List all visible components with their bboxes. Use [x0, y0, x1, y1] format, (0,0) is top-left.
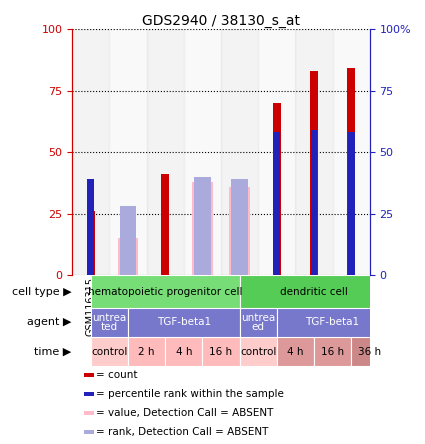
Bar — [84, 373, 94, 377]
Text: agent ▶: agent ▶ — [27, 317, 71, 327]
Text: = percentile rank within the sample: = percentile rank within the sample — [96, 389, 283, 399]
Title: GDS2940 / 38130_s_at: GDS2940 / 38130_s_at — [142, 14, 300, 28]
Bar — [165, 337, 202, 366]
Text: = value, Detection Call = ABSENT: = value, Detection Call = ABSENT — [96, 408, 273, 418]
Text: hematopoietic progenitor cell: hematopoietic progenitor cell — [88, 287, 243, 297]
Text: dendritic cell: dendritic cell — [280, 287, 348, 297]
Bar — [277, 308, 388, 337]
Text: 2 h: 2 h — [139, 347, 155, 357]
Text: cell type ▶: cell type ▶ — [12, 287, 71, 297]
Bar — [273, 103, 281, 275]
Text: TGF-beta1: TGF-beta1 — [157, 317, 211, 327]
Bar — [84, 430, 94, 434]
Bar — [91, 275, 240, 308]
Bar — [240, 337, 277, 366]
Bar — [72, 29, 109, 275]
Text: 36 h: 36 h — [358, 347, 381, 357]
Bar — [109, 29, 147, 275]
Bar — [118, 238, 138, 275]
Bar — [258, 29, 295, 275]
Bar — [240, 275, 388, 308]
Text: 16 h: 16 h — [210, 347, 232, 357]
Bar — [194, 177, 211, 275]
Text: untrea
ted: untrea ted — [92, 313, 127, 332]
Bar — [87, 211, 95, 275]
Text: 4 h: 4 h — [287, 347, 303, 357]
Bar — [128, 308, 240, 337]
Bar — [120, 206, 136, 275]
Bar — [147, 29, 184, 275]
Bar — [88, 179, 94, 275]
Text: 16 h: 16 h — [321, 347, 344, 357]
Bar — [314, 337, 351, 366]
Bar — [240, 308, 277, 337]
Text: time ▶: time ▶ — [34, 347, 71, 357]
Bar — [161, 174, 169, 275]
Bar — [351, 337, 388, 366]
Bar — [310, 71, 318, 275]
Bar — [348, 132, 354, 275]
Bar — [128, 337, 165, 366]
Text: TGF-beta1: TGF-beta1 — [306, 317, 360, 327]
Bar — [277, 337, 314, 366]
Bar — [221, 29, 258, 275]
Bar — [84, 392, 94, 396]
Text: control: control — [240, 347, 276, 357]
Bar — [311, 130, 317, 275]
Bar — [184, 29, 221, 275]
Bar — [91, 337, 128, 366]
Bar — [273, 132, 280, 275]
Bar — [332, 29, 370, 275]
Bar — [192, 182, 212, 275]
Text: untrea
ed: untrea ed — [241, 313, 275, 332]
Bar — [202, 337, 240, 366]
Bar — [295, 29, 332, 275]
Bar — [230, 186, 250, 275]
Bar — [84, 411, 94, 415]
Text: = count: = count — [96, 370, 137, 380]
Text: 4 h: 4 h — [176, 347, 192, 357]
Bar — [231, 179, 248, 275]
Bar — [347, 68, 355, 275]
Bar — [91, 308, 128, 337]
Text: control: control — [91, 347, 128, 357]
Text: = rank, Detection Call = ABSENT: = rank, Detection Call = ABSENT — [96, 427, 268, 437]
